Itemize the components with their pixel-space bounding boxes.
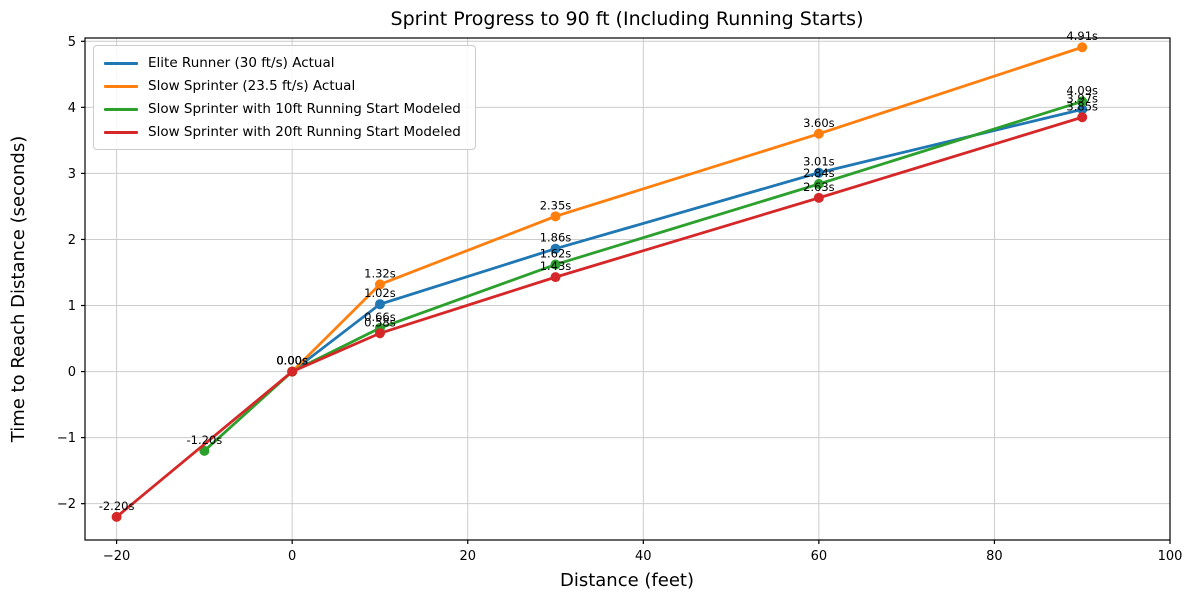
legend-line-swatch <box>104 130 138 134</box>
data-point-label: 3.97s <box>1066 91 1098 105</box>
x-tick-label: 100 <box>1158 549 1183 564</box>
legend-line-swatch <box>104 61 138 65</box>
data-point-label: 1.32s <box>364 266 396 280</box>
data-point-label: 2.84s <box>803 166 835 180</box>
x-tick-label: 80 <box>986 549 1003 564</box>
legend-item: Elite Runner (30 ft/s) Actual <box>104 55 461 71</box>
data-point-label: 0.00s <box>276 354 308 368</box>
data-point-marker <box>813 167 824 178</box>
data-point-label: 1.86s <box>540 231 572 245</box>
legend-label: Slow Sprinter with 20ft Running Start Mo… <box>148 124 461 140</box>
y-tick-label: −2 <box>57 497 76 512</box>
legend-label: Slow Sprinter (23.5 ft/s) Actual <box>148 78 356 94</box>
chart-title: Sprint Progress to 90 ft (Including Runn… <box>391 8 864 30</box>
data-point-marker <box>813 192 824 203</box>
data-point-marker <box>813 178 824 189</box>
data-point-label: 0.58s <box>364 315 396 329</box>
y-tick-label: 3 <box>68 167 76 182</box>
x-tick-label: −20 <box>103 549 130 564</box>
legend-line-swatch <box>104 107 138 111</box>
data-point-label: 4.09s <box>1066 83 1098 97</box>
data-point-label: 3.60s <box>803 116 835 130</box>
legend-label: Elite Runner (30 ft/s) Actual <box>148 55 335 71</box>
data-point-label: 2.35s <box>540 198 572 212</box>
data-point-marker <box>199 445 210 456</box>
y-tick-label: 4 <box>68 101 76 116</box>
data-point-marker <box>550 259 561 270</box>
y-axis-label: Time to Reach Distance (seconds) <box>8 136 29 443</box>
legend-item: Slow Sprinter with 10ft Running Start Mo… <box>104 101 461 117</box>
data-point-marker <box>1077 112 1088 123</box>
series-layer <box>111 42 1088 522</box>
legend-item: Slow Sprinter (23.5 ft/s) Actual <box>104 78 461 94</box>
data-point-marker <box>550 243 561 254</box>
data-point-label: 1.43s <box>540 259 572 273</box>
data-point-marker <box>374 328 385 339</box>
legend-item: Slow Sprinter with 20ft Running Start Mo… <box>104 124 461 140</box>
plot-border <box>84 37 1171 541</box>
data-point-marker <box>813 128 824 139</box>
data-point-label: 0.66s <box>364 310 396 324</box>
y-tick-label: 2 <box>68 233 76 248</box>
data-point-label: 3.01s <box>803 155 835 169</box>
x-tick-label: 20 <box>459 549 476 564</box>
x-tick-label: 0 <box>288 549 296 564</box>
data-point-label: 1.02s <box>364 286 396 300</box>
data-point-label: -1.20s <box>187 433 223 447</box>
data-point-label: 0.00s <box>276 354 308 368</box>
y-tick-label: 0 <box>68 365 76 380</box>
x-tick-label: 60 <box>811 549 828 564</box>
y-tick-label: 1 <box>68 299 76 314</box>
data-point-marker <box>287 366 298 377</box>
grid-layer <box>85 38 1171 540</box>
data-point-marker <box>1077 104 1088 115</box>
x-tick-label: 40 <box>635 549 652 564</box>
data-point-marker <box>1077 96 1088 107</box>
data-point-label: -2.20s <box>99 499 135 513</box>
legend-line-swatch <box>104 84 138 88</box>
x-axis-label: Distance (feet) <box>560 570 694 591</box>
data-point-label: 1.62s <box>540 247 572 261</box>
data-point-label: 0.00s <box>276 354 308 368</box>
y-tick-label: 5 <box>68 35 76 50</box>
data-point-label: 2.63s <box>803 180 835 194</box>
data-point-marker <box>550 272 561 283</box>
data-point-label: 3.85s <box>1066 99 1098 113</box>
data-point-marker <box>374 299 385 310</box>
data-point-marker <box>374 279 385 290</box>
y-tick-label: −1 <box>57 431 76 446</box>
data-point-marker <box>1077 42 1088 53</box>
legend: Elite Runner (30 ft/s) Actual Slow Sprint… <box>93 45 476 150</box>
annotation-layer: 0.00s1.02s1.86s3.01s3.97s0.00s1.32s2.35s… <box>99 29 1098 513</box>
data-point-label: 4.91s <box>1066 29 1098 43</box>
data-point-marker <box>550 211 561 222</box>
tick-layer: −20 0 20 40 60 80 100 −2 −1 0 1 2 3 4 5 <box>57 35 1183 564</box>
data-point-label: 0.00s <box>276 354 308 368</box>
data-point-marker <box>111 511 122 522</box>
legend-label: Slow Sprinter with 10ft Running Start Mo… <box>148 101 461 117</box>
series-line <box>115 115 1084 519</box>
